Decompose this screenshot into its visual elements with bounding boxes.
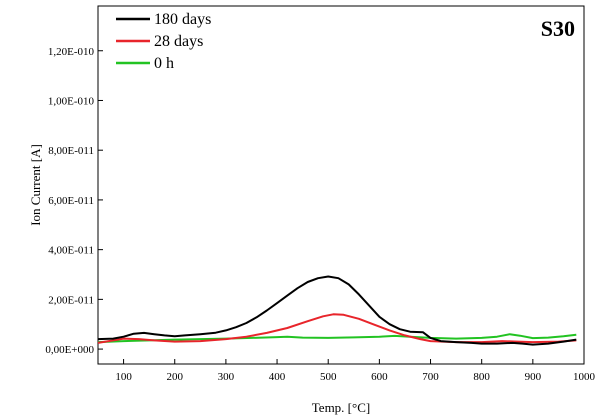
x-tick-label: 100 bbox=[115, 371, 132, 383]
x-axis-ticks: 100 200 300 400 500 600 700 800 900 1000 bbox=[115, 359, 596, 383]
y-tick-label: 1,20E-010 bbox=[48, 46, 95, 58]
y-axis-title: Ion Current [A] bbox=[28, 144, 43, 226]
y-tick-label: 0,00E+000 bbox=[45, 344, 94, 356]
y-tick-label: 4,00E-011 bbox=[48, 245, 94, 257]
x-tick-label: 1000 bbox=[573, 371, 596, 383]
plot-frame bbox=[97, 5, 585, 365]
series-line-0-h bbox=[97, 333, 577, 344]
y-tick-label: 1,00E-010 bbox=[48, 95, 95, 107]
x-tick-label: 500 bbox=[320, 371, 337, 383]
panel-label: S30 bbox=[541, 16, 575, 41]
x-tick-label: 900 bbox=[525, 371, 542, 383]
y-axis-ticks: 0,00E+000 2,00E-011 4,00E-011 6,00E-011 8,00… bbox=[45, 46, 103, 356]
y-tick-label: 2,00E-011 bbox=[48, 294, 94, 306]
x-tick-label: 800 bbox=[473, 371, 490, 383]
x-tick-label: 200 bbox=[166, 371, 183, 383]
x-tick-label: 400 bbox=[269, 371, 286, 383]
series-layer bbox=[97, 275, 577, 346]
y-tick-label: 8,00E-011 bbox=[48, 145, 94, 157]
x-tick-label: 600 bbox=[371, 371, 388, 383]
legend-label: 180 days bbox=[154, 11, 211, 28]
x-axis-title: Temp. [°C] bbox=[312, 400, 370, 415]
x-tick-label: 300 bbox=[218, 371, 235, 383]
legend: 180 days 28 days 0 h bbox=[116, 11, 211, 72]
series-line-28-days bbox=[97, 313, 577, 344]
series-line-180-days bbox=[97, 275, 577, 346]
x-tick-label: 700 bbox=[422, 371, 439, 383]
legend-label: 0 h bbox=[154, 55, 174, 72]
legend-label: 28 days bbox=[154, 33, 203, 50]
y-tick-label: 6,00E-011 bbox=[48, 195, 94, 207]
